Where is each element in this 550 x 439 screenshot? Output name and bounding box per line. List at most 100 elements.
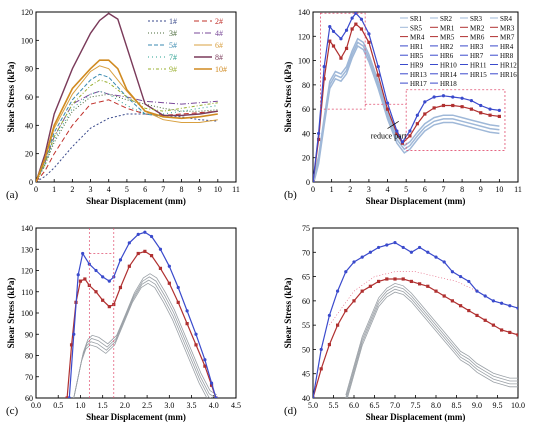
series-marker-MR <box>393 277 397 281</box>
legend-entry: SR1 <box>410 15 423 23</box>
series-marker-MR <box>339 56 343 60</box>
x-tick-label: 8.0 <box>431 401 441 410</box>
series-line-SR <box>313 37 500 179</box>
series-marker-MR <box>432 106 436 110</box>
x-tick-label: 0 <box>34 185 38 194</box>
series-marker-HR <box>491 299 495 303</box>
series-group <box>313 12 501 182</box>
y-tick-label: 140 <box>298 8 310 17</box>
panel-label: (a) <box>6 189 19 201</box>
y-tick-label: 120 <box>21 8 33 17</box>
series-marker-HR <box>426 250 430 254</box>
series-marker-HR <box>377 245 381 250</box>
series-marker-MR <box>395 131 399 136</box>
series-marker-HR <box>360 255 364 259</box>
x-tick-label: 1.5 <box>98 401 108 410</box>
series-marker-MR <box>469 107 474 111</box>
series-marker-HR <box>344 28 349 32</box>
series-marker-MR <box>423 112 427 116</box>
series-marker-HR <box>393 240 397 245</box>
chart-panel-a: 0 1 2 3 4 5 6 7 8 9 10 11 0 20 40 60 80 100 120 Shear Displ… <box>6 8 240 206</box>
legend-entry: 6# <box>215 41 223 50</box>
x-tick-label: 0.0 <box>31 401 41 410</box>
series-marker-MR <box>376 73 380 77</box>
y-tick-label: 80 <box>302 81 310 90</box>
series-marker-HR <box>214 396 218 398</box>
x-tick-label: 2.5 <box>142 401 152 410</box>
series-marker-MR <box>377 279 381 284</box>
series-line-9# <box>36 79 218 182</box>
series-marker-MR <box>316 137 321 142</box>
legend-entry: 1# <box>169 17 177 26</box>
legend-entry: 10# <box>215 65 227 74</box>
series-marker-HR <box>344 270 348 274</box>
series-marker-HR <box>339 37 343 41</box>
x-tick-label: 3 <box>367 185 371 194</box>
series-marker-HR <box>203 358 207 362</box>
series-marker-MR <box>319 367 323 371</box>
series-marker-HR <box>408 129 412 133</box>
series-marker-HR <box>194 332 198 336</box>
legend-entry: HR6 <box>440 52 454 60</box>
series-marker-HR <box>508 304 512 308</box>
series-marker-MR <box>331 44 336 48</box>
legend-entry: HR8 <box>500 52 514 60</box>
legend-entry: HR16 <box>500 71 517 79</box>
y-axis-label: Shear Stress (kPa) <box>283 278 293 349</box>
series-marker-HR <box>460 96 464 100</box>
y-tick-label: 90 <box>25 330 33 339</box>
series-marker-MR <box>415 122 419 126</box>
series-marker-HR <box>409 250 413 254</box>
y-tick-label: 130 <box>21 245 33 254</box>
series-marker-HR <box>352 260 356 264</box>
y-tick-label: 75 <box>302 224 310 233</box>
legend-entry: HR12 <box>500 62 517 70</box>
series-line-4# <box>36 90 218 182</box>
y-tick-label: 100 <box>298 57 310 66</box>
series-marker-MR <box>368 284 372 288</box>
series-marker-MR <box>442 294 446 298</box>
y-tick-label: 40 <box>302 129 310 138</box>
plot-frame <box>35 11 237 183</box>
x-tick-label: 5.5 <box>329 401 339 410</box>
y-axis-label: Shear Stress (kPa) <box>6 62 16 133</box>
legend-entry: 9# <box>169 65 177 74</box>
series-marker-MR <box>401 277 405 281</box>
legend-entry: HR9 <box>410 62 424 70</box>
series-marker-HR <box>451 95 455 99</box>
x-axis-label: Shear Displacement (mm) <box>86 412 186 422</box>
x-tick-label: 3 <box>89 185 93 194</box>
series-marker-MR <box>194 343 198 347</box>
guide-line <box>329 271 478 326</box>
series-marker-HR <box>316 131 321 136</box>
legend-entry: SR4 <box>500 15 513 23</box>
legend-entry: HR18 <box>440 80 457 88</box>
x-tick-label: 9 <box>198 185 202 194</box>
series-line-SR <box>313 41 500 182</box>
highlight-box <box>320 12 366 110</box>
series-line-SR <box>74 273 217 396</box>
series-marker-HR <box>368 250 372 254</box>
series-marker-MR <box>497 114 501 119</box>
series-marker-MR <box>94 290 98 294</box>
x-tick-label: 2 <box>70 185 74 194</box>
series-line-SR <box>73 279 212 398</box>
annotation-text: reduce part <box>371 131 408 140</box>
x-tick-label: 4 <box>107 185 111 194</box>
y-tick-label: 140 <box>21 224 33 233</box>
y-tick-label: 45 <box>302 370 310 379</box>
series-marker-HR <box>442 260 446 264</box>
series-marker-MR <box>101 298 105 302</box>
series-marker-HR <box>143 230 147 234</box>
x-tick-label: 8.5 <box>452 401 462 410</box>
series-marker-HR <box>385 243 389 247</box>
series-marker-MR <box>434 289 438 293</box>
series-line-HR <box>68 231 217 398</box>
y-tick-label: 120 <box>21 267 33 276</box>
x-tick-label: 10 <box>214 185 222 194</box>
y-tick-label: 100 <box>21 36 33 45</box>
series-group <box>313 240 518 398</box>
y-tick-label: 120 <box>298 32 310 41</box>
x-tick-label: 6 <box>423 185 427 194</box>
